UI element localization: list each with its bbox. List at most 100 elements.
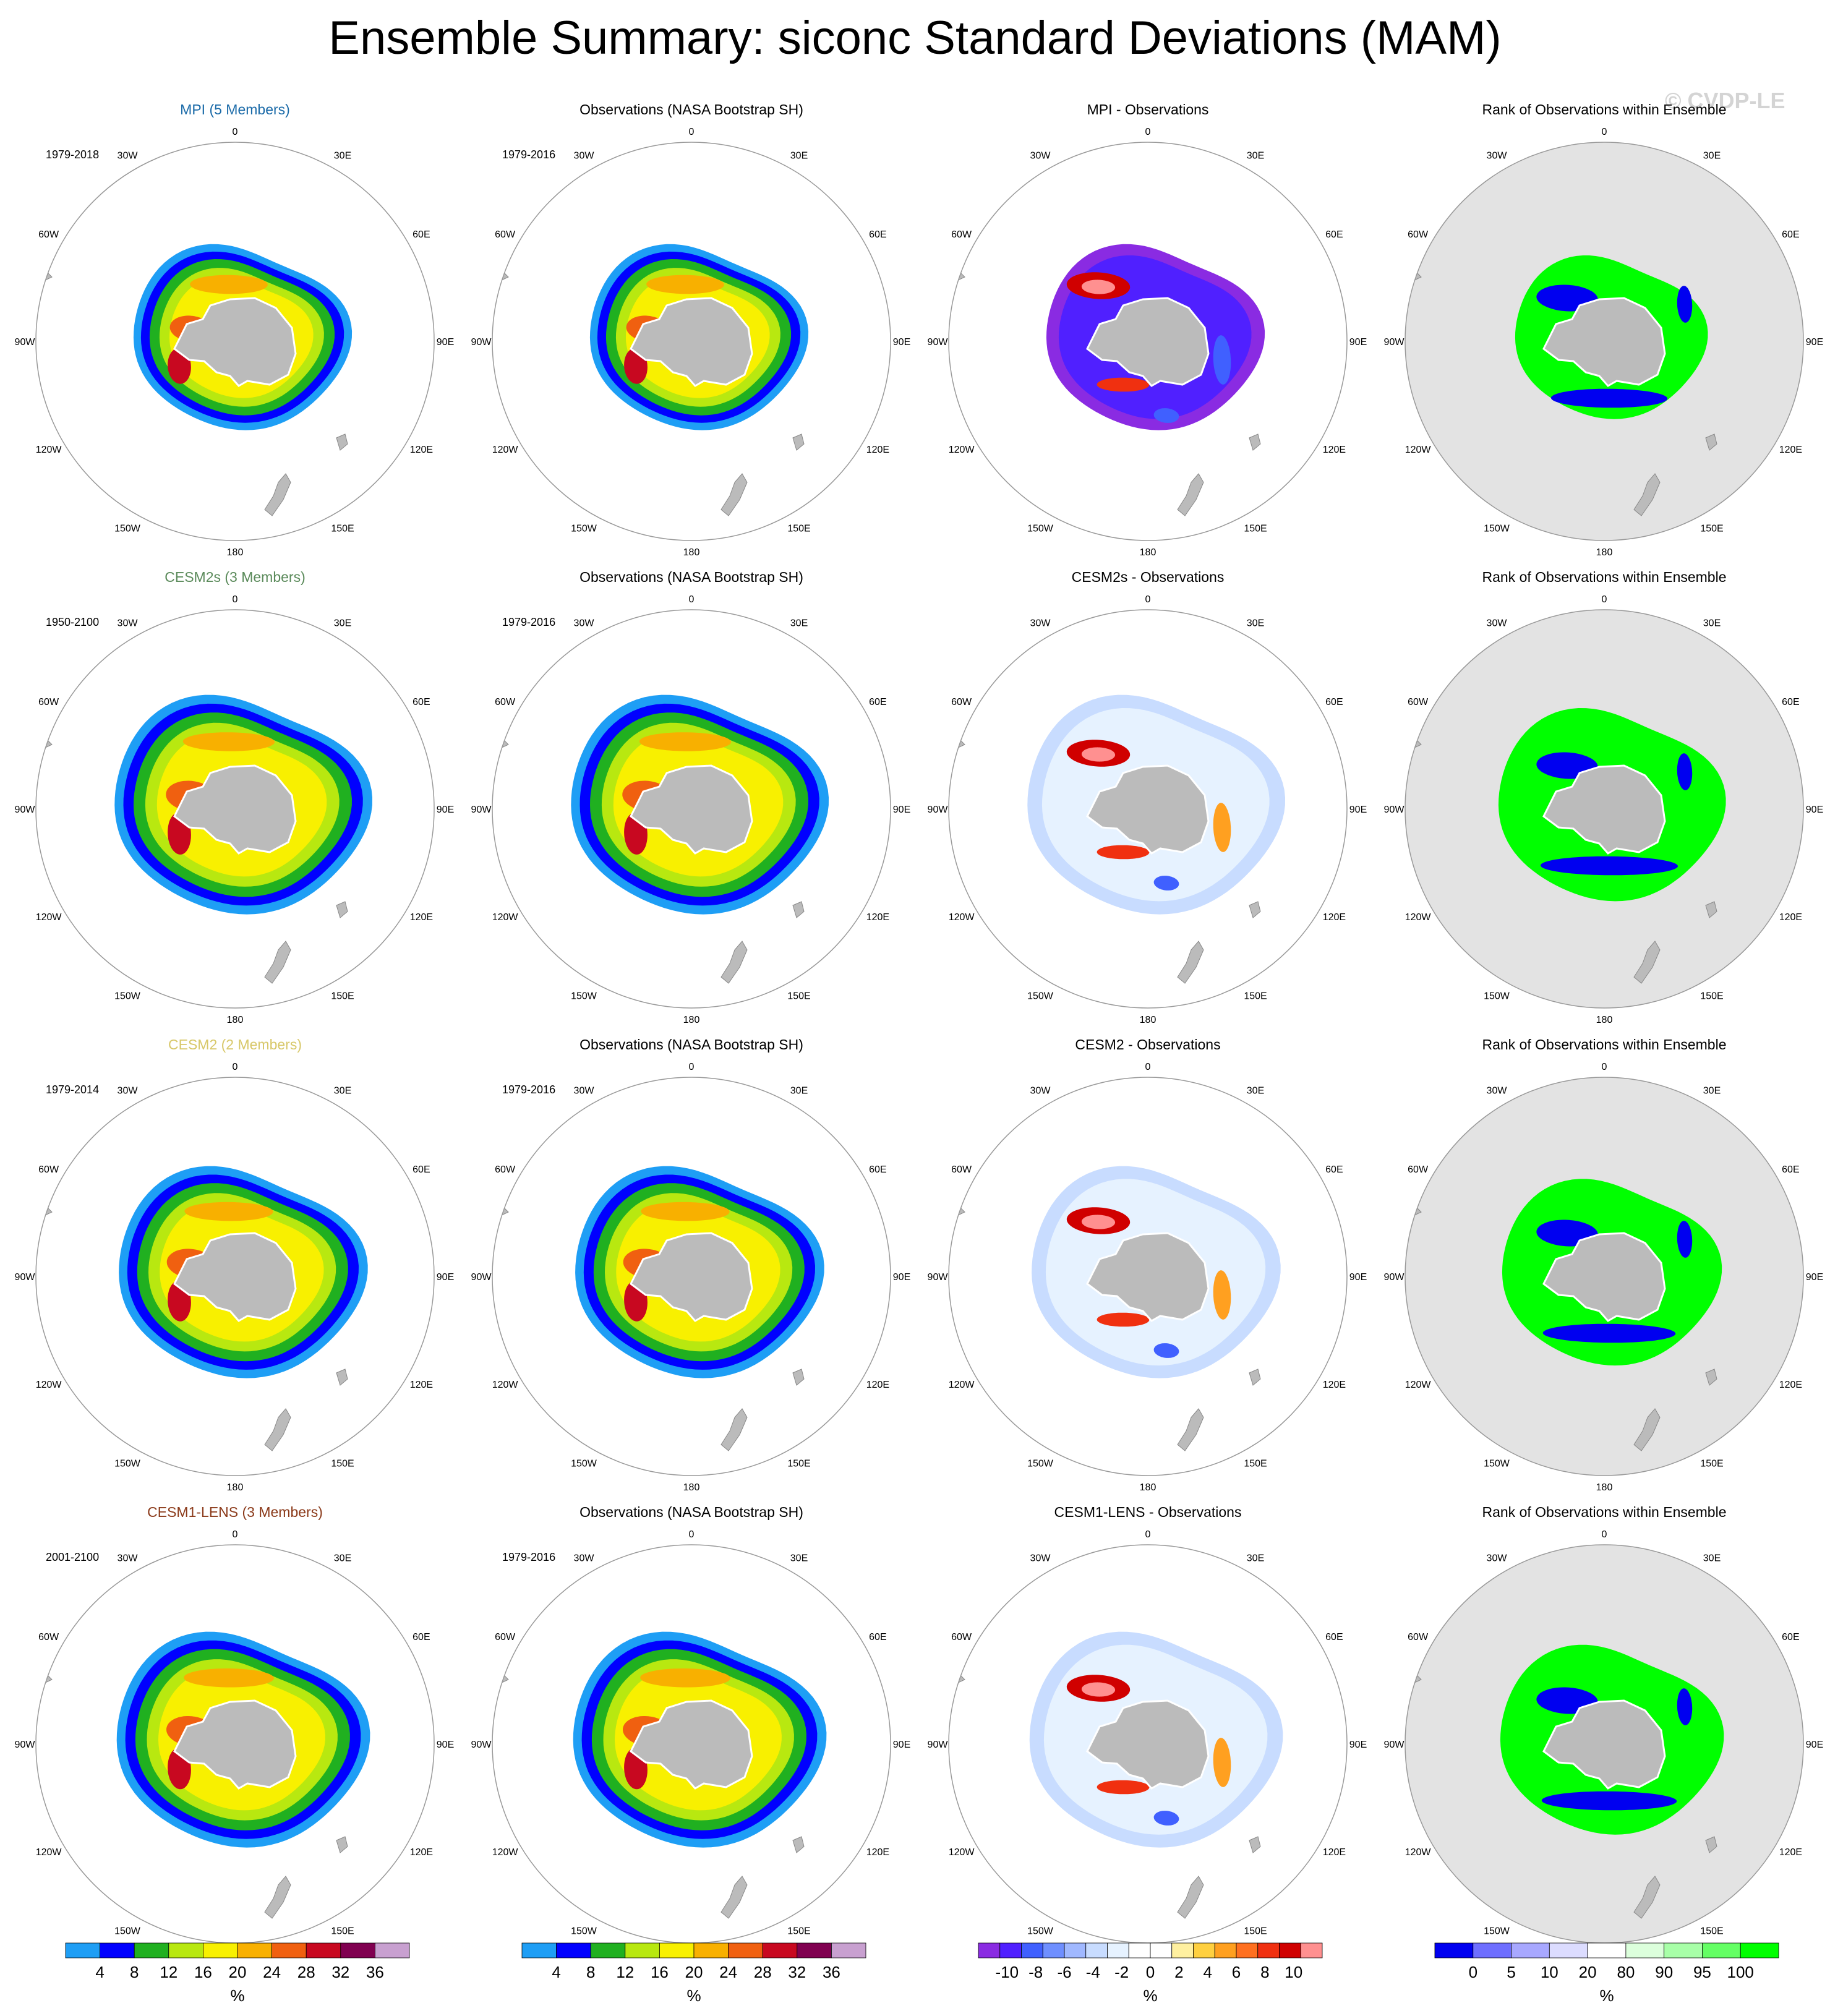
longitude-label: 150E — [1244, 1458, 1267, 1469]
longitude-label: 150W — [571, 1926, 597, 1936]
longitude-label: 0 — [689, 127, 695, 137]
map-panel: 0 30E 60E 90E 120E 150E 180 150W 120W 90W 60W 30W MP… — [919, 100, 1377, 568]
longitude-label: 30E — [1703, 1086, 1721, 1096]
longitude-label: 60E — [413, 1164, 430, 1175]
colorbar-tick-label: -2 — [1114, 1963, 1129, 1981]
longitude-label: 30E — [1703, 1553, 1721, 1564]
panel-title: CESM2s (3 Members) — [165, 569, 306, 585]
map-boundary — [35, 1077, 435, 1476]
colorbar: 4 8 12 16 20 24 28 32 36% — [64, 1942, 411, 2010]
longitude-label: 150W — [114, 991, 141, 1001]
longitude-label: 30W — [574, 1553, 595, 1564]
longitude-label: 30E — [790, 151, 808, 161]
colorbar-swatch — [100, 1942, 135, 1958]
new-zealand-land — [720, 473, 748, 516]
antarctica-land — [1542, 1232, 1666, 1322]
polar-map: 0 30E 60E 90E 120E 150E 180 150W 120W 90W 60W 30W — [1384, 594, 1824, 1025]
antarctica-land — [173, 297, 297, 387]
map-panel: 030E60E90E120E150E180150W120W90W60W30WCE… — [6, 1503, 464, 1970]
longitude-label: 150W — [1027, 523, 1054, 534]
longitude-label: 60W — [951, 697, 972, 707]
antarctica-land — [173, 764, 297, 855]
longitude-label: 0 — [1145, 127, 1151, 137]
longitude-label: 120W — [949, 912, 975, 923]
colorbar-swatch — [1300, 1942, 1323, 1958]
longitude-label: 150E — [1700, 991, 1723, 1001]
map-boundary — [492, 609, 891, 1009]
map-panel: 0 30E 60E 90E 120E 150E 180 150W 120W 90W 60W 30W Ra… — [1375, 568, 1830, 1035]
polar-map: 0 30E 60E 90E 120E 150E 180 150W 120W 90W 60W 30W — [15, 594, 455, 1025]
longitude-label: 120W — [949, 1847, 975, 1858]
colorbar-tick-label: 4 — [95, 1963, 104, 1981]
colorbar-tick-label: 16 — [194, 1963, 212, 1981]
main-title: Ensemble Summary: siconc Standard Deviat… — [328, 12, 1502, 64]
colorbar-tick-label: 20 — [1579, 1963, 1597, 1981]
longitude-label: 30E — [1703, 618, 1721, 629]
longitude-label: 90E — [1806, 805, 1823, 815]
longitude-label: 90E — [893, 1272, 910, 1283]
longitude-label: 150E — [787, 991, 810, 1001]
longitude-label: 0 — [1602, 1062, 1607, 1072]
antarctica-land — [1086, 764, 1210, 855]
colorbar-swatch — [65, 1942, 100, 1958]
longitude-label: 120E — [1323, 912, 1346, 923]
colorbar-tick-label: -8 — [1028, 1963, 1043, 1981]
longitude-label: 60E — [1782, 1632, 1799, 1642]
panel-title: Rank of Observations within Ensemble — [1482, 1036, 1727, 1053]
longitude-label: 60W — [495, 1632, 516, 1642]
longitude-label: 0 — [1145, 1062, 1151, 1072]
longitude-label: 30W — [1030, 151, 1051, 161]
longitude-label: 150W — [1484, 1458, 1510, 1469]
longitude-label: 150W — [114, 1458, 141, 1469]
colorbar-tick-label: 80 — [1617, 1963, 1635, 1981]
colorbar-tick-label: 20 — [229, 1963, 247, 1981]
longitude-label: 120W — [949, 445, 975, 455]
longitude-label: 180 — [1140, 1015, 1157, 1025]
longitude-label: 180 — [227, 547, 244, 558]
longitude-label: 30W — [574, 1086, 595, 1096]
panel-title: Observations (NASA Bootstrap SH) — [579, 1036, 803, 1053]
longitude-label: 150W — [1027, 991, 1054, 1001]
colorbar-swatch — [831, 1942, 866, 1958]
colorbar-tick-label: 24 — [719, 1963, 737, 1981]
longitude-label: 30E — [1247, 1553, 1264, 1564]
colorbar: 0 5 10 20 80 90 95 100% — [1434, 1942, 1780, 2010]
longitude-label: 30E — [334, 1086, 351, 1096]
longitude-label: 30E — [790, 618, 808, 629]
longitude-label: 120W — [36, 912, 62, 923]
longitude-label: 120W — [492, 912, 519, 923]
colorbar-swatch — [168, 1942, 203, 1958]
longitude-label: 30E — [1247, 1086, 1264, 1096]
longitude-label: 90E — [893, 337, 910, 348]
colorbar-swatch — [1193, 1942, 1215, 1958]
longitude-label: 90E — [437, 337, 454, 348]
longitude-label: 90W — [471, 1740, 492, 1750]
map-panel: 0 30E 60E 90E 120E 150E 180 150W 120W 90W 60W 30W Ra… — [1375, 100, 1830, 568]
new-zealand-land — [1177, 941, 1204, 984]
longitude-label: 90W — [15, 805, 36, 815]
colorbar-tick-label: 100 — [1727, 1963, 1754, 1981]
longitude-label: 120E — [410, 1380, 433, 1390]
longitude-label: 150W — [1027, 1926, 1054, 1936]
panel-title: CESM1-LENS (3 Members) — [147, 1504, 323, 1520]
map-boundary — [35, 609, 435, 1009]
longitude-label: 90E — [1349, 337, 1367, 348]
tasmania-land — [1705, 1836, 1717, 1853]
longitude-label: 120E — [1779, 1847, 1802, 1858]
longitude-label: 90W — [1384, 337, 1405, 348]
longitude-label: 150W — [114, 1926, 141, 1936]
longitude-label: 60W — [951, 229, 972, 240]
tasmania-land — [1249, 1369, 1261, 1386]
colorbar-swatch — [590, 1942, 626, 1958]
longitude-label: 90W — [471, 1272, 492, 1283]
longitude-label: 120E — [410, 445, 433, 455]
longitude-label: 30W — [118, 618, 139, 629]
colorbar-tick-label: 28 — [297, 1963, 315, 1981]
colorbar-swatch — [1740, 1942, 1779, 1958]
map-boundary — [492, 142, 891, 541]
longitude-label: 60E — [1782, 229, 1799, 240]
colorbar-tick-label: 32 — [331, 1963, 349, 1981]
map-boundary — [35, 142, 435, 541]
